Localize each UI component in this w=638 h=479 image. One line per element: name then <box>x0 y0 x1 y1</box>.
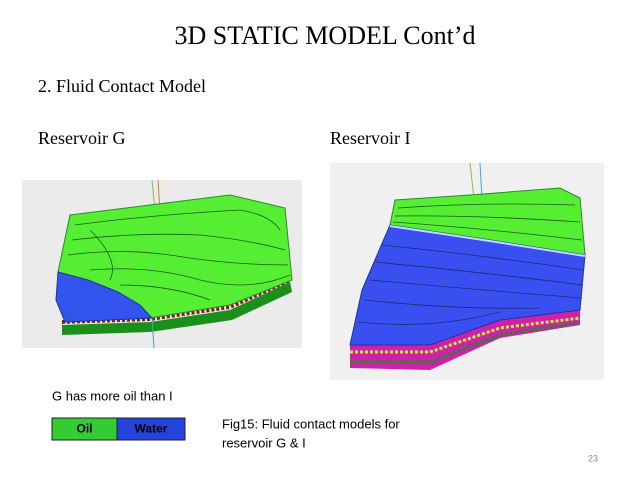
contours <box>357 244 584 325</box>
legend: Oil Water <box>51 417 186 441</box>
caption-line: reservoir G & I <box>222 435 306 450</box>
contact-strip <box>350 321 581 364</box>
panel-label: Reservoir G <box>38 128 125 148</box>
panel-label: Reservoir I <box>330 128 410 148</box>
slide-title: 3D STATIC MODEL Cont’d <box>174 21 475 50</box>
caption-line: Fig15: Fluid contact models for <box>222 416 400 431</box>
model-side <box>62 282 292 335</box>
contact-strip <box>350 316 581 354</box>
legend-label: Oil <box>76 422 92 436</box>
page-number: 23 <box>588 453 598 463</box>
legend-swatch <box>116 417 186 441</box>
well <box>151 317 155 349</box>
note: G has more oil than I <box>52 388 173 403</box>
contours <box>392 203 583 241</box>
reservoir-i-image <box>330 162 604 380</box>
contact-line <box>389 225 586 257</box>
reservoir-g-image <box>22 179 302 349</box>
contours <box>67 209 291 301</box>
legend-label: Water <box>135 422 168 436</box>
contact-strip <box>61 278 291 324</box>
subtitle: 2. Fluid Contact Model <box>38 76 206 96</box>
water-zone <box>55 271 154 323</box>
